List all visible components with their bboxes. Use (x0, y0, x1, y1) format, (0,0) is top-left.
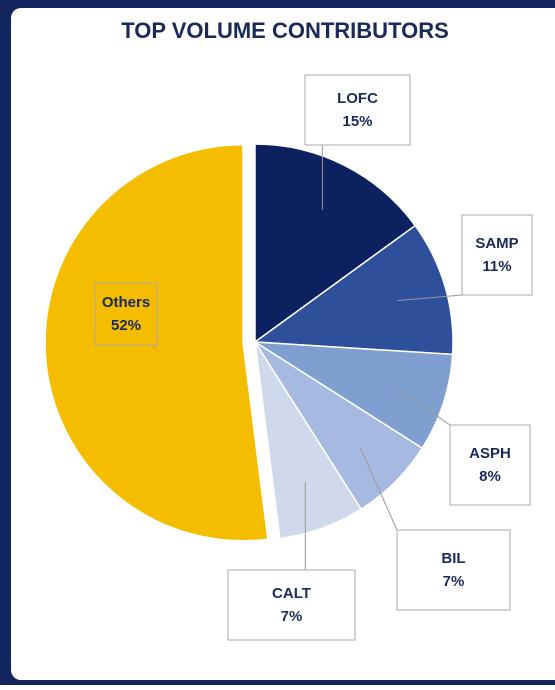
value-label: 7% (281, 608, 303, 625)
callout-box (227, 569, 356, 641)
callout-box (304, 74, 411, 146)
slice-label: Others (102, 294, 150, 311)
chart-title: TOP VOLUME CONTRIBUTORS (121, 18, 449, 43)
slice-label: CALT (272, 585, 311, 602)
slice-label: BIL (441, 550, 465, 567)
callout-box (461, 214, 533, 296)
slice-label: SAMP (475, 235, 518, 252)
slice-label: LOFC (337, 90, 378, 107)
pie-slice (44, 144, 269, 542)
leader-line (395, 387, 451, 426)
callout-box (449, 424, 531, 506)
pie-slice (254, 143, 417, 344)
leader-line (359, 446, 398, 531)
pie-slice (254, 341, 454, 450)
leader-line (397, 294, 463, 302)
value-label: 11% (482, 258, 511, 275)
callout-box (396, 529, 511, 611)
value-label: 15% (342, 113, 372, 130)
pie-slice (252, 224, 454, 356)
pie-slice (254, 341, 363, 540)
slice-label: ASPH (469, 445, 511, 462)
value-label: 8% (479, 468, 501, 485)
callout-box (94, 282, 158, 346)
value-label: 52% (111, 317, 141, 334)
value-label: 7% (443, 573, 465, 590)
